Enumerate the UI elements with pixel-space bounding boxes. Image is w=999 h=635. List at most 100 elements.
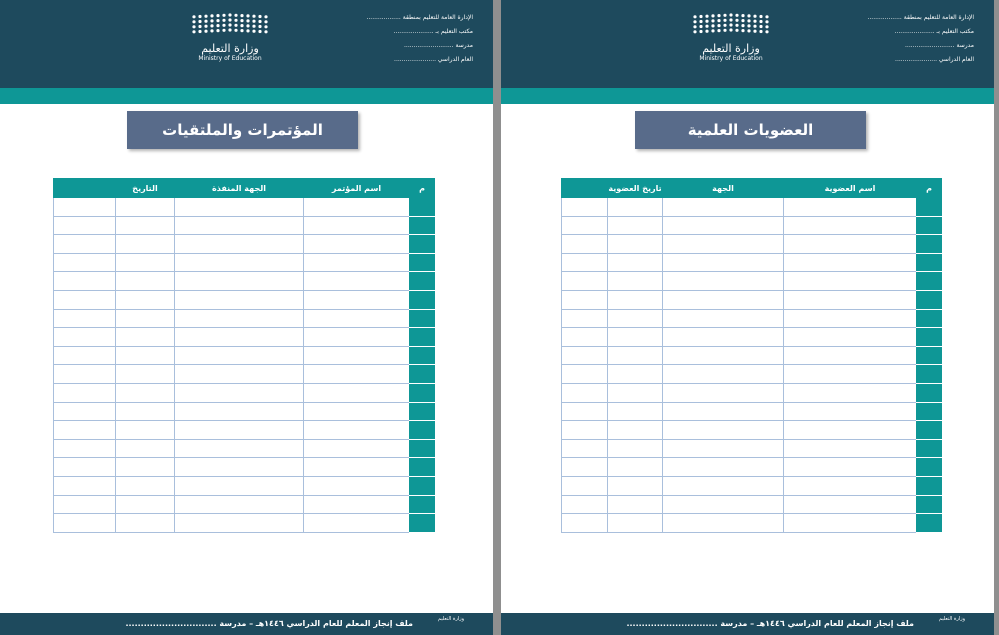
table-row [53, 401, 435, 422]
table-cell [561, 215, 608, 236]
table-cell [561, 401, 608, 422]
table-cell [115, 308, 175, 329]
table-row [561, 364, 942, 384]
table-cell [53, 438, 116, 459]
header-stripe [0, 88, 493, 104]
table-cell [115, 475, 175, 496]
table-cell [115, 494, 175, 515]
table-cell [115, 197, 175, 217]
table-cell [783, 308, 917, 329]
table-cell [607, 382, 663, 403]
table-cell [409, 494, 435, 515]
table-cell [783, 364, 917, 384]
header-stripe [501, 88, 994, 104]
table-row [561, 457, 942, 477]
column-header: اسم المؤتمر [303, 178, 410, 198]
table-cell [561, 345, 608, 366]
table-cell [607, 327, 663, 347]
table-cell [561, 494, 608, 515]
table-cell [662, 494, 784, 515]
table-cell [303, 252, 410, 273]
table-cell [662, 289, 784, 310]
table-row [53, 513, 435, 533]
table-row [53, 475, 435, 496]
table-cell [303, 513, 410, 533]
table-row [53, 382, 435, 403]
table-cell [916, 289, 942, 310]
table-cell [916, 271, 942, 291]
table-cell [916, 215, 942, 236]
table-cell [303, 401, 410, 422]
table-cell [409, 420, 435, 440]
table: م اسم العضوية الجهة تاريخ العضوية [561, 178, 942, 533]
column-header: م [916, 178, 942, 198]
column-header [561, 178, 608, 198]
table-row [53, 457, 435, 477]
table-cell [916, 382, 942, 403]
table-cell [53, 252, 116, 273]
table-cell [783, 271, 917, 291]
table-row [53, 494, 435, 515]
table-cell [607, 252, 663, 273]
header-line: العام الدراسي ...................... [394, 56, 473, 63]
table-row [561, 197, 942, 217]
table-row [561, 289, 942, 310]
table-cell [607, 475, 663, 496]
table-cell [115, 327, 175, 347]
table-cell [607, 215, 663, 236]
header-line: الإدارة العامة للتعليم بمنطقة ..........… [867, 14, 974, 21]
footer-logo: وزارة التعليم [437, 616, 465, 622]
table-cell [662, 513, 784, 533]
table-row [561, 401, 942, 422]
table-cell [174, 382, 304, 403]
column-header: التاريخ [115, 178, 175, 198]
table-cell [303, 475, 410, 496]
table-cell [174, 271, 304, 291]
page-title: العضويات العلمية [635, 111, 866, 149]
table-cell [53, 308, 116, 329]
table-cell [409, 475, 435, 496]
table-cell [115, 420, 175, 440]
table-cell [53, 494, 116, 515]
table-cell [607, 494, 663, 515]
table-cell [662, 401, 784, 422]
column-header [53, 178, 116, 198]
table-cell [561, 197, 608, 217]
table-cell [409, 457, 435, 477]
table-cell [303, 420, 410, 440]
table-cell [783, 494, 917, 515]
table-cell [115, 382, 175, 403]
table-cell [916, 401, 942, 422]
table-cell [303, 457, 410, 477]
table-cell [303, 364, 410, 384]
table-cell [561, 513, 608, 533]
table-cell [561, 438, 608, 459]
table-cell [53, 513, 116, 533]
table-cell [607, 401, 663, 422]
column-header: الجهة [662, 178, 784, 198]
table-cell [561, 289, 608, 310]
table-cell [115, 401, 175, 422]
table-cell [303, 438, 410, 459]
table-cell [561, 420, 608, 440]
table-cell [115, 234, 175, 254]
table-row [53, 420, 435, 440]
table-cell [174, 327, 304, 347]
table-cell [783, 327, 917, 347]
logo-english: Ministry of Education [699, 55, 763, 62]
table-cell [303, 382, 410, 403]
table-cell [607, 271, 663, 291]
table-cell [916, 438, 942, 459]
header-line: مكتب التعليم بـ ..................... [894, 28, 974, 35]
table-row [561, 234, 942, 254]
table-row [53, 327, 435, 347]
column-header: م [409, 178, 435, 198]
table-row [561, 345, 942, 366]
table-cell [174, 457, 304, 477]
table-cell [174, 475, 304, 496]
table-cell [174, 289, 304, 310]
table-cell [409, 401, 435, 422]
table-cell [53, 457, 116, 477]
table-cell [916, 475, 942, 496]
